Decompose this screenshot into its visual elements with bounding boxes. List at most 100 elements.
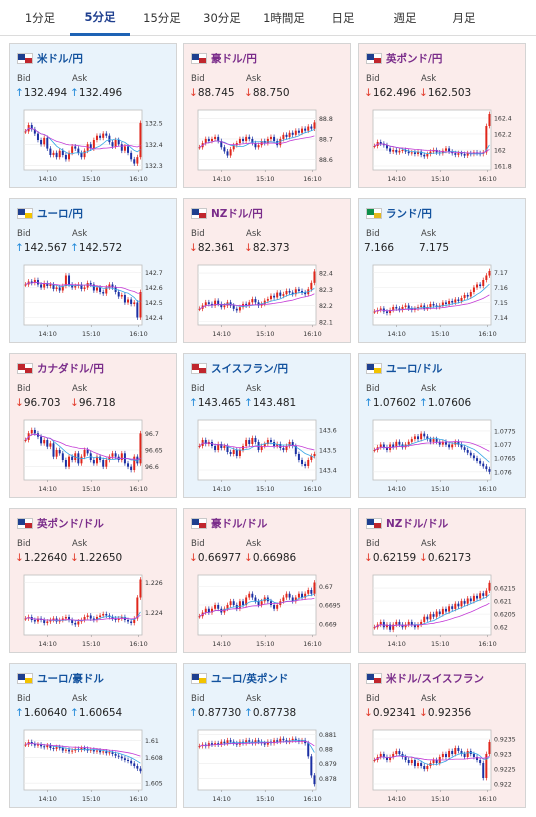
y-tick-label: 88.8 [319,116,333,123]
ask-price: 0.87738 [252,707,297,719]
ask-label: Ask [421,229,437,239]
bid-label: Bid [191,539,205,549]
mini-chart[interactable]: 7.17 7.16 7.15 7.14 14:10 15:10 16:10 [367,261,521,339]
rate-card[interactable]: NZドル/ドル Bid Ask ↓0.62159 ↓0.62173 0.6215 0.621… [358,508,526,653]
rate-card[interactable]: ユーロ/豪ドル Bid Ask ↑1.60640 ↑1.60654 1.61 1.608 1.… [9,663,177,808]
rate-card[interactable]: 米ドル/円 Bid Ask ↑132.494 ↑132.496 132.5 132.4 132… [9,43,177,188]
pair-link[interactable]: ユーロ/豪ドル [17,671,104,686]
candle-body [420,621,423,625]
candle-body [407,760,410,763]
mini-chart[interactable]: 142.7 142.6 142.5 142.4 14:10 15:10 16:10 [18,261,172,339]
candle-body [476,757,479,760]
candle-body [382,621,385,628]
arrow-icon: ↓ [364,87,373,99]
mini-chart[interactable]: 132.5 132.4 132.3 14:10 15:10 16:10 [18,106,172,184]
tab-monthly[interactable]: 月足 [452,11,476,25]
tab-15min[interactable]: 15分足 [143,11,181,25]
candle-body [423,433,426,437]
y-tick-label: 0.879 [319,761,337,768]
pair-link[interactable]: ランド/円 [366,206,432,221]
mini-chart[interactable]: 143.6 143.5 143.4 14:10 15:10 16:10 [192,416,346,494]
pair-link[interactable]: ユーロ/英ポンド [191,671,288,686]
pair-link[interactable]: ユーロ/ドル [366,361,442,376]
candle-body [395,150,398,153]
ask-price: 7.175 [419,242,450,254]
mini-chart[interactable]: 0.67 0.6695 0.669 14:10 15:10 16:10 [192,571,346,649]
rate-card[interactable]: 豪ドル/円 Bid Ask ↓88.745 ↓88.750 88.8 88.7 88.6 14:… [183,43,351,188]
y-tick-label: 142.4 [145,315,163,322]
candle-body [398,441,401,445]
pair-link[interactable]: NZドル/円 [191,206,263,221]
pair-link[interactable]: 米ドル/スイスフラン [366,671,484,686]
y-tick-label: 82.3 [319,287,333,294]
candle-body [220,444,223,448]
candle-body [133,302,136,304]
candle-body [454,299,457,303]
mini-chart[interactable]: 162.4 162.2 162 161.8 14:10 15:10 16:10 [367,106,521,184]
flag-icon-part [374,368,381,373]
candle-body [123,146,126,151]
candle-body [120,756,123,759]
pair-link[interactable]: 英ポンド/ドル [17,516,104,531]
pair-name: カナダドル/円 [37,363,104,375]
pair-link[interactable]: カナダドル/円 [17,361,104,376]
candle-body [254,143,257,148]
pair-link[interactable]: NZドル/ドル [366,516,448,531]
ask-label: Ask [72,384,88,394]
pair-link[interactable]: 英ポンド/円 [366,51,442,66]
arrow-icon: ↑ [189,707,198,719]
rate-card[interactable]: ユーロ/英ポンド Bid Ask ↑0.87730 ↑0.87738 0.881 0.88 0… [183,663,351,808]
pair-link[interactable]: 米ドル/円 [17,51,83,66]
pair-link[interactable]: 豪ドル/円 [191,51,257,66]
rate-card[interactable]: ユーロ/円 Bid Ask ↑142.567 ↑142.572 142.7 142.6 142… [9,198,177,343]
pair-link[interactable]: スイスフラン/円 [191,361,288,376]
rate-card[interactable]: カナダドル/円 Bid Ask ↓96.703 ↓96.718 96.7 96.65 96.6… [9,353,177,498]
candle-body [294,130,297,135]
bid-label: Bid [17,539,31,549]
candle-body [40,436,43,444]
rate-card[interactable]: スイスフラン/円 Bid Ask ↑143.465 ↑143.481 143.6 143.5… [183,353,351,498]
mini-chart[interactable]: 88.8 88.7 88.6 14:10 15:10 16:10 [192,106,346,184]
bid-label: Bid [366,229,380,239]
mini-chart[interactable]: 1.0775 1.077 1.0765 1.076 14:10 15:10 16:10 [367,416,521,494]
candle-body [92,749,95,752]
mini-chart[interactable]: 0.6215 0.621 0.6205 0.62 14:10 15:10 16:10 [367,571,521,649]
flag-icon-part [25,523,32,528]
rate-card[interactable]: NZドル/円 Bid Ask ↓82.361 ↓82.373 82.4 82.3 82.2 82… [183,198,351,343]
rate-card[interactable]: 英ポンド/円 Bid Ask ↓162.496 ↓162.503 162.4 162.2 16… [358,43,526,188]
candle-body [485,466,488,470]
ask-price: 1.22650 [78,552,123,564]
rate-card[interactable]: 豪ドル/ドル Bid Ask ↓0.66977 ↓0.66986 0.67 0.6695 0.… [183,508,351,653]
tab-1hour[interactable]: 1時間足 [263,11,305,25]
flag-icon-part [192,674,199,680]
y-tick-label: 0.621 [494,599,512,606]
rate-card[interactable]: ユーロ/ドル Bid Ask ↑1.07602 ↑1.07606 1.0775 1.077 1… [358,353,526,498]
bid-price: 88.745 [197,87,235,99]
mini-chart[interactable]: 0.9235 0.923 0.9225 0.922 14:10 15:10 16:10 [367,726,521,804]
candle-body [102,460,105,467]
candle-body [95,287,98,291]
pair-link[interactable]: ユーロ/円 [17,206,83,221]
candle-body [130,621,133,623]
long-ma-line [374,602,490,628]
pair-link[interactable]: 豪ドル/ドル [191,516,267,531]
mini-chart[interactable]: 1.226 1.224 14:10 15:10 16:10 [18,571,172,649]
tab-30min[interactable]: 30分足 [203,11,241,25]
tab-weekly[interactable]: 週足 [393,11,417,25]
rate-card[interactable]: ランド/円 Bid Ask 7.166 7.175 7.17 7.16 7.15 7.14 14:… [358,198,526,343]
rate-card[interactable]: 米ドル/スイスフラン Bid Ask ↓0.92341 ↓0.92356 0.9235 0.… [358,663,526,808]
flag-icon-part [192,209,199,215]
candle-body [74,146,77,149]
tab-5min[interactable]: 5分足 [70,0,130,36]
mini-chart[interactable]: 96.7 96.65 96.6 14:10 15:10 16:10 [18,416,172,494]
tab-daily[interactable]: 日足 [331,11,355,25]
rate-card[interactable]: 英ポンド/ドル Bid Ask ↓1.22640 ↓1.22650 1.226 1.224 1… [9,508,177,653]
mini-chart[interactable]: 1.61 1.608 1.605 14:10 15:10 16:10 [18,726,172,804]
candle-body [130,760,133,764]
mini-chart[interactable]: 82.4 82.3 82.2 82.1 14:10 15:10 16:10 [192,261,346,339]
candle-body [55,152,58,158]
flag-icon-part [199,213,206,218]
chart-plot-area [372,419,492,481]
tab-1min[interactable]: 1分足 [24,11,56,25]
mini-chart[interactable]: 0.881 0.88 0.879 0.878 14:10 15:10 16:10 [192,726,346,804]
